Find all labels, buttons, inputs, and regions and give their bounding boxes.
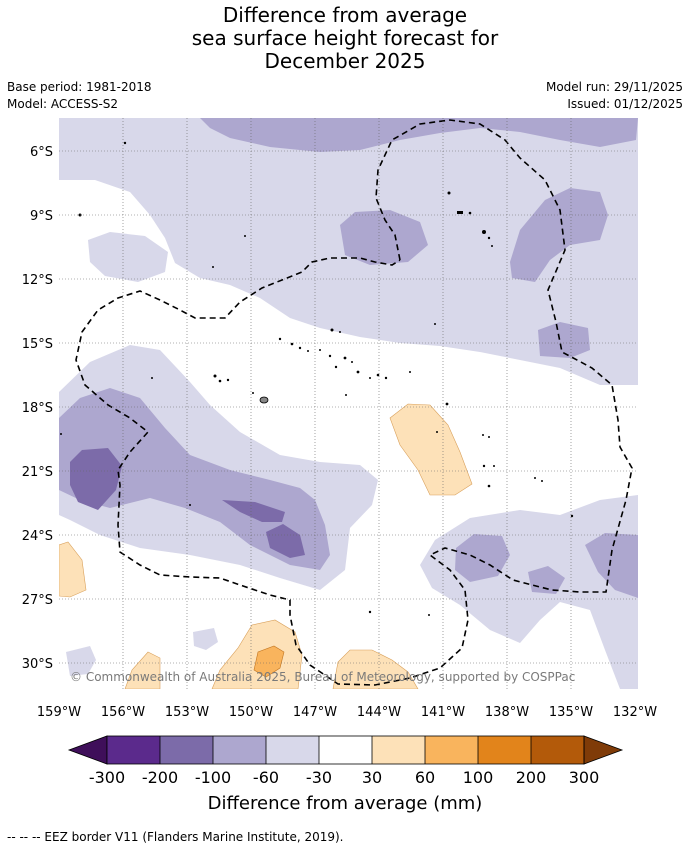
eez-north-loop xyxy=(75,119,633,686)
model-run: Model run: 29/11/2025 xyxy=(545,80,683,94)
lat-label: 18°S xyxy=(22,401,53,416)
lon-label: 156°W xyxy=(101,705,145,720)
colorbar-min-arrow xyxy=(67,735,108,765)
contour-dark-central-2 xyxy=(266,524,305,558)
contour-dark-west xyxy=(70,448,122,510)
lat-label: 27°S xyxy=(22,593,53,608)
contour-medium-northeast xyxy=(510,188,608,282)
contour-light-small-blob xyxy=(193,628,218,650)
contour-orange-south-3 xyxy=(332,649,419,689)
islands xyxy=(60,141,574,616)
colorbar-segment xyxy=(372,736,425,764)
colorbar-tick: 30 xyxy=(362,768,382,787)
anomaly-field: © Commonwealth of Australia 2025, Bureau… xyxy=(59,118,638,689)
eez-legend: -- -- -- EEZ border V11 (Flanders Marine… xyxy=(7,830,344,844)
contour-medium-southeast-1 xyxy=(455,534,510,582)
colorbar-tick: -30 xyxy=(306,768,332,787)
colorbar-tick: 60 xyxy=(415,768,435,787)
longitude-labels: 159°W 156°W 153°W 150°W 147°W 144°W 141°… xyxy=(37,705,657,720)
contour-medium-east-edge xyxy=(585,533,638,598)
meta-right: Model run: 29/11/2025 Issued: 01/12/2025 xyxy=(546,79,683,113)
eez-border xyxy=(75,119,633,686)
model-name: Model: ACCESS-S2 xyxy=(7,97,119,111)
contour-light-sw-blob xyxy=(66,646,96,676)
lat-label: 12°S xyxy=(22,273,53,288)
base-period: Base period: 1981-2018 xyxy=(7,80,152,94)
colorbar-segment xyxy=(425,736,478,764)
lat-label: 24°S xyxy=(22,529,53,544)
colorbar-tick: -200 xyxy=(142,768,178,787)
contour-medium-north-band xyxy=(200,118,638,152)
contour-orange-south-2 xyxy=(211,619,303,689)
lon-label: 141°W xyxy=(421,705,465,720)
lon-label: 159°W xyxy=(37,705,81,720)
contour-orange-west-edge xyxy=(59,541,87,598)
chart-title: Difference from average sea surface heig… xyxy=(0,4,690,73)
lon-label: 150°W xyxy=(229,705,273,720)
contour-light-west-lobe xyxy=(88,232,168,282)
lat-label: 6°S xyxy=(30,145,53,160)
lon-label: 144°W xyxy=(357,705,401,720)
colorbar-segment xyxy=(160,736,213,764)
colorbar-tick: -100 xyxy=(195,768,231,787)
graticule xyxy=(59,118,638,689)
title-line-3: December 2025 xyxy=(264,49,426,73)
contour-medium-east-small xyxy=(538,322,590,358)
colorbar-tick: 100 xyxy=(463,768,494,787)
colorbar-tick: 200 xyxy=(516,768,547,787)
title-line-1: Difference from average xyxy=(222,3,468,27)
contour-orange-south-1 xyxy=(124,651,161,689)
lon-label: 132°W xyxy=(613,705,657,720)
title-line-2: sea surface height forecast for xyxy=(191,26,499,50)
colorbar-segment xyxy=(478,736,531,764)
contour-orange-central xyxy=(389,403,473,496)
lon-label: 138°W xyxy=(485,705,529,720)
latitude-labels: 6°S 9°S 12°S 15°S 18°S 21°S 24°S 27°S 30… xyxy=(22,145,53,672)
lon-label: 147°W xyxy=(293,705,337,720)
copyright-notice: © Commonwealth of Australia 2025, Bureau… xyxy=(70,670,575,684)
lon-label: 153°W xyxy=(165,705,209,720)
issued-date: Issued: 01/12/2025 xyxy=(567,97,683,111)
colorbar-tick: -300 xyxy=(89,768,125,787)
contour-dark-central xyxy=(222,500,285,522)
colorbar-ticks: -300 -200 -100 -60 -30 30 60 100 200 300 xyxy=(89,768,599,787)
lat-label: 15°S xyxy=(22,337,53,352)
contour-medium-north-mid xyxy=(340,210,428,265)
colorbar-label: Difference from average (mm) xyxy=(208,793,483,814)
colorbar-segment xyxy=(319,736,372,764)
meta-left: Base period: 1981-2018 Model: ACCESS-S2 xyxy=(7,79,152,113)
lat-label: 21°S xyxy=(22,465,53,480)
colorbar: -300 -200 -100 -60 -30 30 60 100 200 300… xyxy=(67,735,624,814)
colorbar-tick: 300 xyxy=(569,768,600,787)
colorbar-segment xyxy=(213,736,266,764)
lat-label: 9°S xyxy=(30,209,53,224)
colorbar-segment xyxy=(266,736,319,764)
colorbar-segment xyxy=(531,736,584,764)
colorbar-tick: -60 xyxy=(253,768,279,787)
lon-label: 135°W xyxy=(549,705,593,720)
colorbar-max-arrow xyxy=(583,735,624,765)
lat-label: 30°S xyxy=(22,657,53,672)
contour-medium-west xyxy=(59,388,330,570)
contour-orange-medium xyxy=(253,645,285,678)
colorbar-segment xyxy=(107,736,160,764)
